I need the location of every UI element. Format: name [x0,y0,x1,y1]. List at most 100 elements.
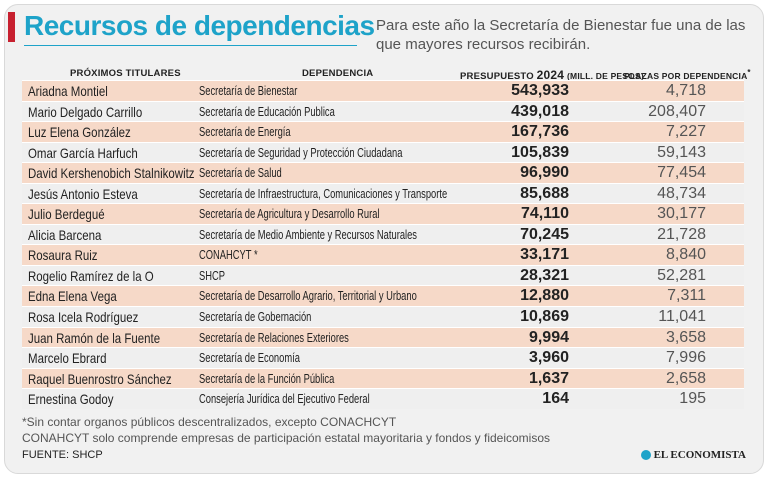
cell-titular: Marcelo Ebrard [28,350,107,367]
cell-plazas: 7,227 [665,123,706,141]
table-row: Raquel Buenrostro Sánchez Secretaría de l… [22,367,744,389]
cell-presupuesto: 70,245 [520,225,569,243]
column-header-presupuesto-year: 2024 [536,68,565,82]
cell-plazas: 48,734 [657,184,706,202]
cell-presupuesto: 96,990 [520,164,569,182]
source-label: FUENTE: SHCP [22,449,103,461]
table-row: Rogelio Ramírez de la O SHCP 28,321 52,281 [22,264,744,286]
cell-plazas: 7,311 [667,287,706,305]
cell-titular: Raquel Buenrostro Sánchez [28,370,172,387]
cell-presupuesto: 164 [542,390,569,408]
cell-titular: Omar García Harfuch [28,144,138,161]
cell-dependencia: Secretaría de Medio Ambiente y Recursos … [199,226,417,242]
cell-dependencia: Secretaría de Agricultura y Desarrollo R… [199,206,380,222]
cell-dependencia: Secretaría de Seguridad y Protección Ciu… [199,144,403,160]
table-row: Julio Berdegué Secretaría de Agricultura … [22,203,744,224]
cell-plazas: 7,996 [665,349,706,367]
footnote-1: *Sin contar organos públicos descentrali… [22,415,397,429]
cell-titular: Julio Berdegué [28,206,105,223]
cell-presupuesto: 439,018 [511,102,569,120]
table-row: Marcelo Ebrard Secretaría de Economía 3,96… [22,347,744,368]
cell-dependencia: Secretaría de Salud [199,165,282,181]
table-row: Ariadna Montiel Secretaría de Bienestar 54… [22,80,744,101]
cell-presupuesto: 1,637 [528,369,569,387]
column-header-presupuesto-unit: (mill. de pesos) [567,71,644,81]
table-row: Mario Delgado Carrillo Secretaría de Educ… [22,100,744,122]
cell-dependencia: Secretaría de Bienestar [199,83,298,98]
column-header-plazas: Plazas por dependencia* [624,68,751,82]
cell-titular: Ernestina Godoy [28,391,114,408]
column-header-plazas-mark: * [747,68,751,77]
cell-plazas: 8,840 [665,246,706,264]
cell-titular: Alicia Barcena [28,226,102,243]
column-header-presupuesto: Presupuesto 2024 (mill. de pesos) [460,68,644,82]
cell-dependencia: CONAHCYT * [199,247,258,263]
cell-titular: David Kershenobich Stalnikowitz [28,165,195,182]
page-subtitle: Para este año la Secretaría de Bienestar… [376,17,746,53]
cell-plazas: 3,658 [665,328,706,346]
cell-dependencia: Secretaría de Desarrollo Agrario, Territ… [199,288,417,304]
cell-plazas: 21,728 [657,225,706,243]
cell-presupuesto: 10,869 [520,308,569,326]
cell-plazas: 30,177 [657,205,706,223]
cell-plazas: 195 [679,390,706,408]
cell-presupuesto: 9,994 [528,328,569,346]
table-row: Luz Elena González Secretaría de Energía 1… [22,121,744,142]
table-row: Rosa Icela Rodríguez Secretaría de Gobern… [22,306,744,327]
cell-titular: Jesús Antonio Esteva [28,185,138,202]
cell-titular: Juan Ramón de la Fuente [28,329,161,346]
table-row: Omar García Harfuch Secretaría de Segurid… [22,141,744,163]
cell-presupuesto: 74,110 [520,205,569,223]
cell-dependencia: Secretaría de la Función Pública [199,370,335,386]
cell-titular: Rosa Icela Rodríguez [28,309,139,326]
footnote-2: CONAHCYT solo comprende empresas de part… [22,431,551,445]
cell-titular: Mario Delgado Carrillo [28,103,143,120]
cell-presupuesto: 85,688 [520,184,569,202]
cell-titular: Ariadna Montiel [28,83,108,99]
cell-presupuesto: 105,839 [511,143,569,161]
cell-plazas: 2,658 [665,369,706,387]
brand-logo: EL ECONOMISTA [640,449,746,461]
cell-dependencia: Secretaría de Economía [199,350,300,366]
cell-presupuesto: 33,171 [520,246,569,264]
column-header-titular: Próximos titulares [70,68,181,79]
cell-dependencia: Secretaría de Gobernación [199,309,312,325]
cell-presupuesto: 28,321 [520,266,569,284]
cell-presupuesto: 3,960 [528,349,569,367]
cell-titular: Rogelio Ramírez de la O [28,267,154,284]
cell-plazas: 11,041 [658,308,706,326]
cell-titular: Edna Elena Vega [28,288,117,305]
cell-dependencia: Secretaría de Educación Publica [199,103,335,119]
table-row: Juan Ramón de la Fuente Secretaría de Rel… [22,326,744,348]
table-row: David Kershenobich Stalnikowitz Secretarí… [22,162,744,183]
column-header-plazas-label: Plazas por dependencia [624,71,748,82]
table-row: Ernestina Godoy Consejería Jurídica del E… [22,388,744,409]
table-row: Alicia Barcena Secretaría de Medio Ambien… [22,223,744,245]
table-row: Edna Elena Vega Secretaría de Desarrollo … [22,285,744,307]
cell-titular: Luz Elena González [28,124,131,141]
table-row: Rosaura Ruiz CONAHCYT * 33,171 8,840 [22,244,744,265]
page-title: Recursos de dependencias [24,10,375,41]
cell-titular: Rosaura Ruiz [28,247,98,264]
brand-logo-text: EL ECONOMISTA [653,449,746,461]
budget-table: Ariadna Montiel Secretaría de Bienestar 54… [22,80,744,409]
cell-plazas: 208,407 [648,102,706,120]
cell-dependencia: Secretaría de Energía [199,124,291,140]
table-row: Jesús Antonio Esteva Secretaría de Infrae… [22,182,744,204]
cell-presupuesto: 12,880 [520,287,569,305]
column-header-presupuesto-prefix: Presupuesto [460,71,534,82]
cell-dependencia: Consejería Jurídica del Ejecutivo Federa… [199,391,370,407]
cell-plazas: 77,454 [657,164,706,182]
title-accent-bar [8,12,15,42]
brand-logo-icon [640,450,651,460]
cell-dependencia: Secretaría de Infraestructura, Comunicac… [199,185,448,201]
column-header-dependencia: Dependencia [302,68,374,79]
cell-dependencia: Secretaría de Relaciones Exteriores [199,329,349,345]
cell-plazas: 52,281 [657,266,706,284]
cell-presupuesto: 543,933 [511,82,569,99]
cell-plazas: 4,718 [665,82,706,99]
cell-presupuesto: 167,736 [511,123,569,141]
cell-dependencia: SHCP [199,267,226,283]
title-underline [24,45,357,46]
cell-plazas: 59,143 [657,143,706,161]
